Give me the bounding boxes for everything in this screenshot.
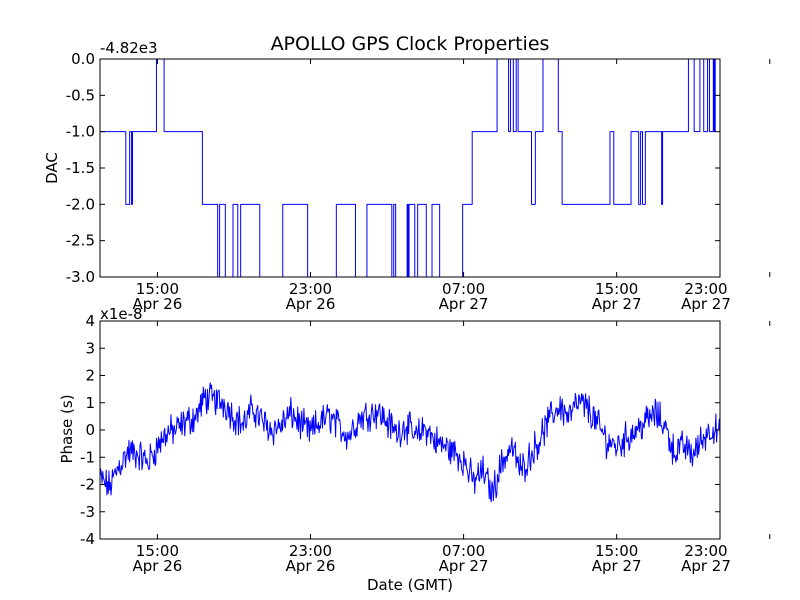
phase-xtick-time-label: 15:00 (136, 542, 179, 560)
phase-series-line (99, 382, 721, 503)
phase-ytick-label: 4 (85, 312, 95, 330)
dac-ylabel: DAC (43, 152, 61, 184)
phase-panel: x1e-8 Phase (s) Date (GMT) 4 3 2 1 0 -1 -2 -3 -4… (58, 305, 771, 594)
dac-xtick-time-label: 07:00 (442, 280, 485, 298)
dac-ytick-label: -2.0 (66, 195, 95, 213)
phase-ytick-label: 3 (85, 339, 95, 357)
chart-title: APOLLO GPS Clock Properties (271, 33, 550, 55)
dac-xtick-date-label: Apr 27 (681, 295, 731, 313)
phase-xtick-time-label: 23:00 (289, 542, 332, 560)
dac-ytick-label: -2.5 (66, 232, 95, 250)
dac-ytick-label: -0.5 (66, 86, 95, 104)
phase-ytick-label: -3 (80, 503, 95, 521)
phase-xtick-date-label: Apr 26 (133, 557, 183, 575)
phase-offset-label: x1e-8 (100, 305, 143, 323)
dac-panel: -4.82e3 DAC 0.0 -0.5 -1.0 -1.5 -2.0 -2.5 -3.0 1… (43, 39, 771, 313)
phase-xtick-date-label: Apr 27 (681, 557, 731, 575)
phase-xlabel: Date (GMT) (367, 576, 453, 594)
dac-xtick-time-label: 23:00 (684, 280, 727, 298)
dac-series-line (100, 58, 720, 278)
phase-axes-frame (99, 320, 721, 540)
phase-ytick-label: 0 (85, 421, 95, 439)
phase-xtick-time-label: 23:00 (684, 542, 727, 560)
phase-ytick-label: 2 (85, 367, 95, 385)
dac-xtick-date-label: Apr 27 (439, 295, 489, 313)
dac-ytick-label: -1.0 (66, 123, 95, 141)
dac-xtick-date-label: Apr 26 (286, 295, 336, 313)
phase-ytick-label: 1 (85, 394, 95, 412)
dac-xtick-date-label: Apr 27 (592, 295, 642, 313)
phase-ytick-label: -2 (80, 476, 95, 494)
phase-ylabel: Phase (s) (58, 394, 76, 463)
dac-axes-frame (99, 58, 721, 278)
phase-xtick-date-label: Apr 26 (286, 557, 336, 575)
dac-ytick-label: 0.0 (71, 50, 95, 68)
dac-xtick-time-label: 15:00 (595, 280, 638, 298)
dac-xtick-time-label: 15:00 (136, 280, 179, 298)
phase-xtick-date-label: Apr 27 (439, 557, 489, 575)
dac-offset-label: -4.82e3 (100, 39, 158, 57)
dac-ytick-label: -3.0 (66, 268, 95, 286)
phase-xtick-time-label: 15:00 (595, 542, 638, 560)
dac-xtick-time-label: 23:00 (289, 280, 332, 298)
phase-xtick-time-label: 07:00 (442, 542, 485, 560)
phase-xtick-date-label: Apr 27 (592, 557, 642, 575)
phase-ytick-label: -4 (80, 530, 95, 548)
phase-ytick-label: -1 (80, 448, 95, 466)
dac-ytick-label: -1.5 (66, 159, 95, 177)
dac-xtick-date-label: Apr 26 (133, 295, 183, 313)
